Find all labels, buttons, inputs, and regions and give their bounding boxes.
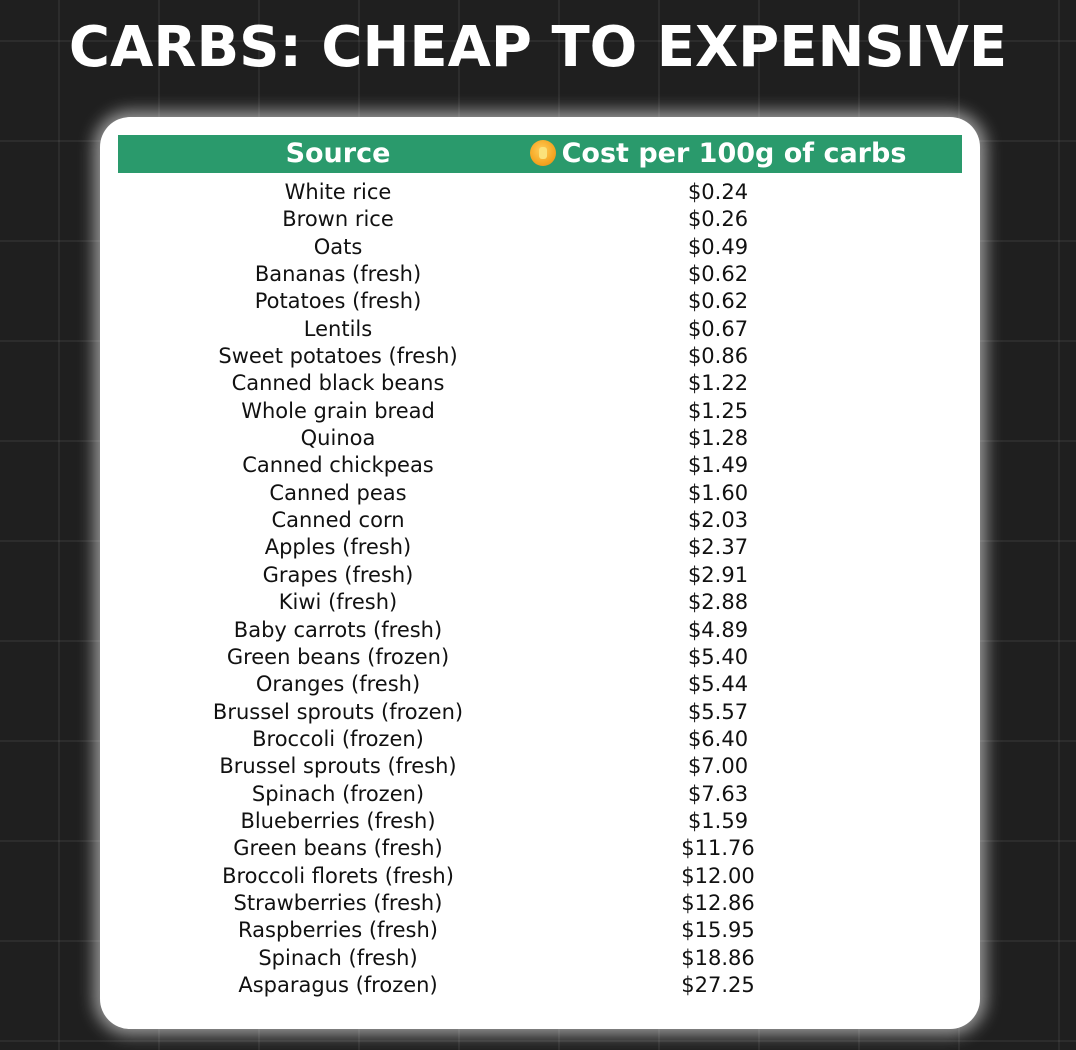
cost-cell: $5.44	[687, 672, 749, 697]
cost-cell: $7.63	[687, 781, 749, 806]
source-cell: Brussel sprouts (fresh)	[219, 754, 457, 779]
source-cell: Canned black beans	[231, 371, 445, 396]
table-body: White rice $0.24 Brown rice $0.26 Oats $0.49 B…	[118, 179, 962, 999]
source-cell: Apples (fresh)	[264, 535, 412, 560]
cost-cell: $0.62	[687, 289, 749, 314]
table-card: Source Cost per 100g of carbs White rice…	[100, 117, 980, 1029]
source-cell: Spinach (frozen)	[251, 781, 425, 806]
source-cell: Canned chickpeas	[242, 453, 434, 478]
source-cell: Spinach (fresh)	[258, 945, 418, 970]
table-row: Canned chickpeas $1.49	[118, 452, 962, 479]
table-row: Brussel sprouts (fresh) $7.00	[118, 753, 962, 780]
cost-cell: $5.57	[687, 699, 749, 724]
table-row: White rice $0.24	[118, 179, 962, 206]
source-cell: Oranges (fresh)	[255, 672, 421, 697]
table-row: Raspberries (fresh) $15.95	[118, 917, 962, 944]
table-row: Canned peas $1.60	[118, 480, 962, 507]
cost-cell: $0.62	[687, 262, 749, 287]
table-row: Broccoli florets (fresh) $12.00	[118, 863, 962, 890]
cost-cell: $2.88	[687, 590, 749, 615]
cost-cell: $11.76	[681, 836, 755, 861]
table-row: Sweet potatoes (fresh) $0.86	[118, 343, 962, 370]
table-row: Brussel sprouts (frozen) $5.57	[118, 699, 962, 726]
table-row: Broccoli (frozen) $6.40	[118, 726, 962, 753]
table-row: Quinoa $1.28	[118, 425, 962, 452]
table-row: Apples (fresh) $2.37	[118, 534, 962, 561]
table-header: Source Cost per 100g of carbs	[118, 135, 962, 173]
source-cell: Green beans (fresh)	[233, 836, 443, 861]
table-row: Green beans (frozen) $5.40	[118, 644, 962, 671]
cost-cell: $5.40	[687, 644, 749, 669]
source-cell: Grapes (fresh)	[262, 562, 414, 587]
table-row: Spinach (fresh) $18.86	[118, 945, 962, 972]
header-cost: Cost per 100g of carbs	[518, 135, 918, 173]
cost-cell: $15.95	[681, 918, 755, 943]
source-cell: Brussel sprouts (frozen)	[212, 699, 464, 724]
table-row: Kiwi (fresh) $2.88	[118, 589, 962, 616]
source-cell: Canned corn	[271, 508, 405, 533]
table-row: Brown rice $0.26	[118, 206, 962, 233]
cost-cell: $1.25	[687, 398, 749, 423]
table-row: Blueberries (fresh) $1.59	[118, 808, 962, 835]
cost-cell: $18.86	[681, 945, 755, 970]
source-cell: Lentils	[303, 316, 373, 341]
table-row: Potatoes (fresh) $0.62	[118, 288, 962, 315]
cost-cell: $7.00	[687, 754, 749, 779]
coin-icon	[529, 140, 556, 166]
table-row: Lentils $0.67	[118, 316, 962, 343]
source-cell: Baby carrots (fresh)	[233, 617, 443, 642]
cost-cell: $6.40	[687, 726, 749, 751]
cost-cell: $2.91	[687, 562, 749, 587]
cost-cell: $4.89	[687, 617, 749, 642]
page-title: CARBS: CHEAP TO EXPENSIVE	[68, 15, 1008, 80]
source-cell: Quinoa	[300, 426, 376, 451]
cost-cell: $0.49	[687, 234, 749, 259]
cost-cell: $27.25	[681, 972, 755, 997]
source-cell: Broccoli florets (fresh)	[222, 863, 454, 888]
header-cost-label: Cost per 100g of carbs	[561, 138, 907, 169]
source-cell: Strawberries (fresh)	[233, 890, 443, 915]
cost-cell: $2.37	[687, 535, 749, 560]
table-row: Whole grain bread $1.25	[118, 398, 962, 425]
cost-cell: $1.49	[687, 453, 749, 478]
cost-cell: $0.26	[687, 207, 749, 232]
cost-cell: $1.60	[687, 480, 749, 505]
table-row: Oats $0.49	[118, 234, 962, 261]
table-row: Canned black beans $1.22	[118, 370, 962, 397]
table-row: Bananas (fresh) $0.62	[118, 261, 962, 288]
cost-cell: $12.00	[681, 863, 755, 888]
table-row: Green beans (fresh) $11.76	[118, 835, 962, 862]
cost-cell: $1.59	[687, 808, 749, 833]
source-cell: Green beans (frozen)	[226, 644, 450, 669]
source-cell: White rice	[284, 180, 392, 204]
source-cell: Broccoli (frozen)	[252, 726, 424, 751]
cost-cell: $1.28	[687, 426, 749, 451]
cost-cell: $0.86	[687, 344, 749, 369]
source-cell: Bananas (fresh)	[254, 262, 422, 287]
source-cell: Potatoes (fresh)	[254, 289, 422, 314]
source-cell: Kiwi (fresh)	[278, 590, 398, 615]
table-row: Baby carrots (fresh) $4.89	[118, 617, 962, 644]
source-cell: Asparagus (frozen)	[238, 972, 438, 997]
cost-cell: $0.24	[687, 180, 749, 204]
table-row: Spinach (frozen) $7.63	[118, 781, 962, 808]
cost-cell: $12.86	[681, 890, 755, 915]
source-cell: Sweet potatoes (fresh)	[218, 344, 458, 369]
table-row: Asparagus (frozen) $27.25	[118, 972, 962, 999]
source-cell: Raspberries (fresh)	[238, 918, 438, 943]
table-row: Oranges (fresh) $5.44	[118, 671, 962, 698]
header-source: Source	[285, 138, 391, 169]
table-row: Canned corn $2.03	[118, 507, 962, 534]
source-cell: Brown rice	[282, 207, 394, 232]
source-cell: Oats	[313, 234, 363, 259]
source-cell: Whole grain bread	[241, 398, 435, 423]
table-row: Strawberries (fresh) $12.86	[118, 890, 962, 917]
source-cell: Blueberries (fresh)	[240, 808, 436, 833]
table-row: Grapes (fresh) $2.91	[118, 562, 962, 589]
cost-cell: $1.22	[687, 371, 749, 396]
cost-cell: $0.67	[687, 316, 749, 341]
source-cell: Canned peas	[269, 480, 407, 505]
cost-cell: $2.03	[687, 508, 749, 533]
